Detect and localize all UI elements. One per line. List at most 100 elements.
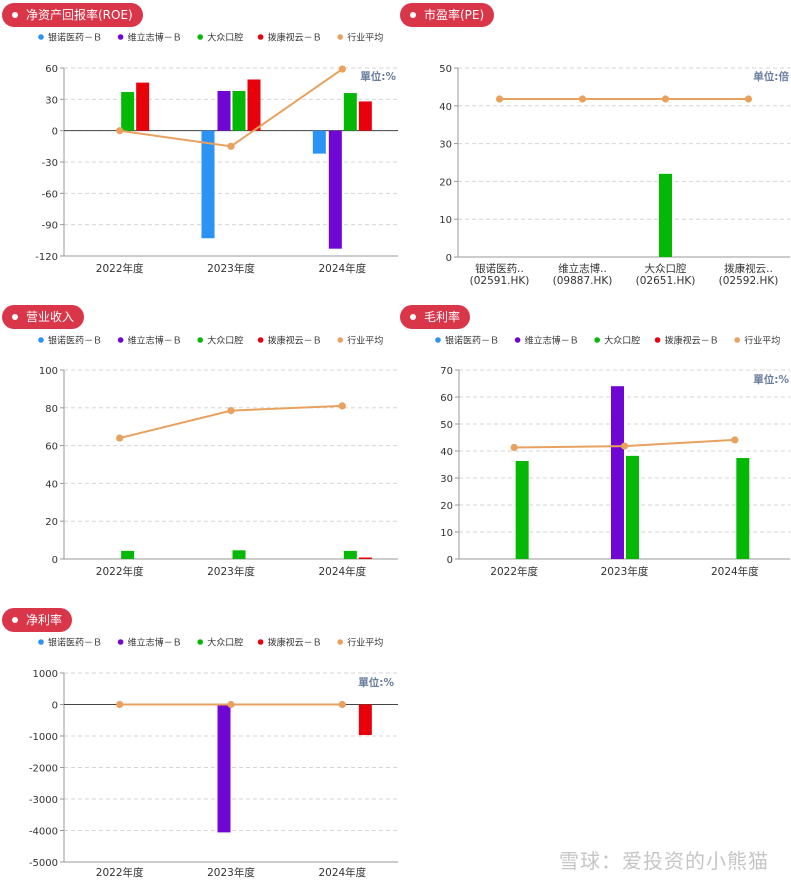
- y-tick-label: 0: [447, 555, 453, 566]
- y-tick-label: 30: [439, 140, 452, 151]
- legend-label: 行业平均: [347, 32, 383, 44]
- bar: [343, 550, 357, 559]
- legend-marker: [197, 337, 203, 343]
- legend-label: 行业平均: [744, 335, 780, 347]
- bar: [328, 130, 342, 249]
- legend-label: 银诺医药－Ｂ: [48, 32, 102, 44]
- legend-label: 银诺医药－Ｂ: [48, 637, 102, 649]
- average-point: [661, 95, 670, 103]
- legend-marker: [734, 337, 740, 343]
- bar: [312, 130, 326, 154]
- y-tick-label: -1000: [29, 732, 58, 743]
- revenue-chart: 100 80 60 40 20 0 2022年度 2023年度 2024年度 银诺医药－Ｂ 维立志博…: [38, 335, 398, 578]
- x-tick-label: 维立志博..: [558, 262, 607, 275]
- y-tick-label: 1000: [33, 669, 58, 680]
- y-tick-label: -4000: [29, 827, 58, 838]
- y-tick-label: 0: [52, 127, 58, 138]
- y-tick-label: 60: [45, 64, 58, 75]
- average-point: [116, 127, 124, 135]
- legend-marker: [257, 337, 264, 343]
- unit-label: 單位:%: [360, 70, 396, 83]
- y-tick-label: -2000: [29, 764, 58, 775]
- y-tick-label: 30: [440, 474, 453, 485]
- x-tick-label: (02651.HK): [636, 275, 696, 287]
- y-tick-label: -3000: [29, 795, 58, 806]
- legend-label: 大众口腔: [604, 335, 640, 347]
- x-tick-label: 银诺医药..: [475, 262, 524, 275]
- y-tick-label: 50: [439, 64, 452, 75]
- unit-label: 單位:%: [753, 373, 789, 386]
- legend-marker: [117, 34, 124, 40]
- y-tick-label: 40: [45, 479, 58, 490]
- x-tick-label: (09887.HK): [553, 275, 613, 287]
- legend-label: 维立志博－Ｂ: [128, 32, 182, 44]
- bar: [232, 550, 246, 559]
- x-tick-label: 2024年度: [318, 866, 366, 879]
- legend-label: 拨康视云－Ｂ: [665, 335, 719, 347]
- bar: [232, 90, 246, 131]
- net-title-pill[interactable]: 净利率: [2, 608, 73, 632]
- y-tick-label: 70: [440, 366, 453, 377]
- y-tick-label: 30: [45, 95, 58, 106]
- legend-label: 行业平均: [347, 335, 383, 347]
- bar: [121, 550, 135, 559]
- x-tick-label: 2023年度: [207, 565, 255, 578]
- legend-marker: [654, 337, 661, 343]
- x-tick-label: (02591.HK): [470, 275, 530, 287]
- x-tick-label: (02592.HK): [719, 275, 779, 287]
- bar: [515, 460, 529, 559]
- x-tick-label: 大众口腔: [645, 262, 687, 275]
- average-point: [495, 95, 504, 103]
- x-tick-label: 2023年度: [207, 866, 255, 879]
- x-tick-label: 2023年度: [207, 262, 255, 275]
- y-tick-label: 10: [439, 215, 452, 226]
- x-tick-label: 2022年度: [96, 866, 144, 879]
- legend-label: 大众口腔: [207, 335, 243, 347]
- legend-marker: [38, 337, 44, 343]
- bar: [201, 130, 215, 239]
- legend-marker: [197, 639, 203, 645]
- roe-title-pill[interactable]: 净资产回报率(ROE): [2, 3, 143, 27]
- watermark: 雪球：爱投资的小熊猫: [559, 849, 769, 873]
- legend-label: 维立志博－Ｂ: [128, 637, 182, 649]
- revenue-title-pill[interactable]: 营业收入: [2, 305, 85, 329]
- legend-marker: [38, 34, 44, 40]
- y-tick-label: 40: [439, 102, 452, 113]
- legend-label: 银诺医药－Ｂ: [48, 335, 102, 347]
- x-tick-label: 2024年度: [711, 565, 759, 578]
- x-tick-label: 2024年度: [318, 565, 366, 578]
- net-chart: 1000 0 -1000 -2000 -3000 -4000 -5000 2022年度 2023…: [29, 637, 398, 879]
- gross-title-pill[interactable]: 毛利率: [400, 305, 471, 329]
- y-tick-label: 0: [52, 555, 58, 566]
- bar: [358, 704, 372, 736]
- legend-label: 维立志博－Ｂ: [128, 335, 182, 347]
- y-tick-label: -90: [42, 221, 58, 232]
- average-point: [227, 700, 235, 709]
- roe-chart: 60 30 0 -30 -60 -90 -120 2022年度 2023年度 2024年度 單位:%…: [35, 32, 398, 275]
- pe-title-pill[interactable]: 市盈率(PE): [400, 3, 495, 27]
- x-tick-label: 2023年度: [601, 565, 649, 578]
- legend-label: 大众口腔: [207, 637, 243, 649]
- y-tick-label: 60: [440, 393, 453, 404]
- average-point: [620, 442, 629, 450]
- x-tick-label: 2022年度: [96, 262, 144, 275]
- average-point: [338, 700, 346, 709]
- x-tick-label: 拨康视云..: [724, 262, 773, 275]
- legend-marker: [594, 337, 600, 343]
- y-tick-label: 40: [440, 447, 453, 458]
- average-point: [227, 142, 235, 150]
- y-tick-label: -30: [42, 158, 58, 169]
- y-tick-label: 20: [440, 501, 453, 512]
- legend-marker: [257, 34, 264, 40]
- legend-label: 拨康视云－Ｂ: [268, 335, 322, 347]
- average-point: [116, 434, 124, 442]
- legend-marker: [38, 639, 44, 645]
- legend-label: 维立志博－Ｂ: [525, 335, 579, 347]
- y-tick-label: 80: [45, 404, 58, 415]
- bar: [736, 458, 750, 559]
- x-tick-label: 2022年度: [96, 565, 144, 578]
- bar: [121, 92, 135, 131]
- y-tick-label: 100: [39, 366, 58, 377]
- pe-chart: 50 40 30 20 10 0 银诺医药..(02591.HK) 维立志博..(09887.…: [439, 64, 790, 287]
- bar: [217, 90, 231, 131]
